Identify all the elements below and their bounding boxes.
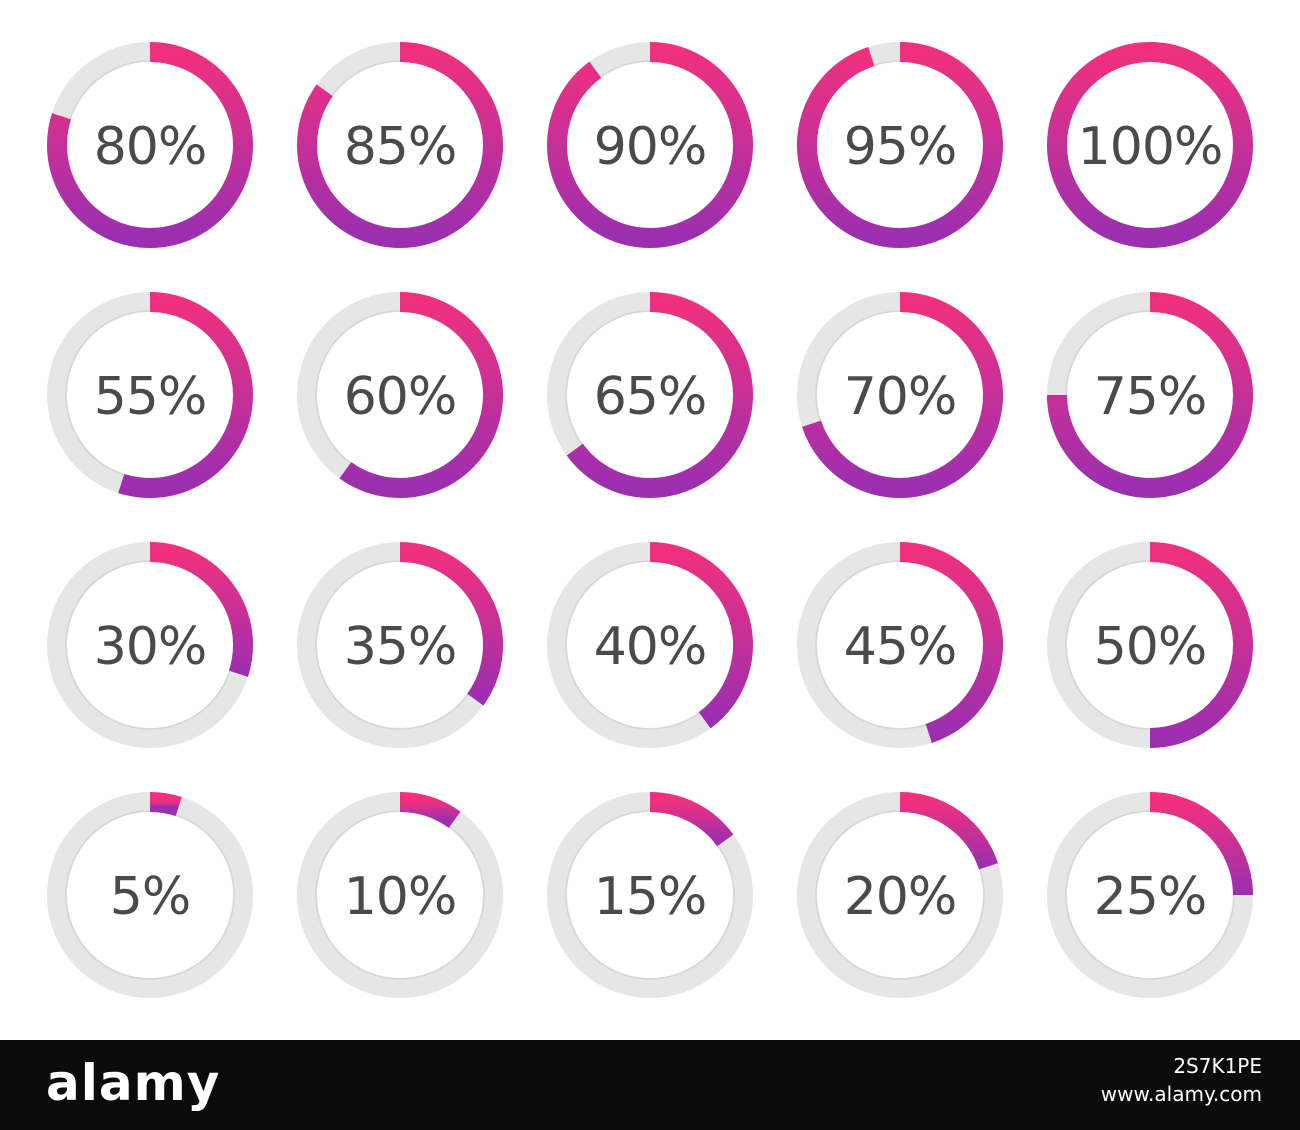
image-id: 2S7K1PE — [1173, 1054, 1262, 1078]
progress-ring-35: 35% — [297, 542, 503, 748]
progress-ring-45: 45% — [797, 542, 1003, 748]
progress-ring-80: 80% — [47, 42, 253, 248]
progress-ring-100: 100% — [1047, 42, 1253, 248]
ring-progress-arc — [899, 542, 1003, 743]
ring-progress-arc — [1047, 292, 1253, 498]
ring-percent-label: 25% — [1094, 867, 1207, 927]
progress-ring-10: 10% — [297, 792, 503, 998]
progress-ring-55: 55% — [47, 292, 253, 498]
ring-percent-label: 95% — [844, 117, 957, 177]
ring-percent-label: 70% — [844, 367, 957, 427]
alamy-logo: alamy — [46, 1054, 221, 1112]
ring-percent-label: 40% — [594, 617, 707, 677]
progress-ring-75: 75% — [1047, 292, 1253, 498]
ring-progress-arc — [399, 542, 503, 706]
ring-progress-arc — [47, 42, 253, 248]
progress-ring-15: 15% — [547, 792, 753, 998]
ring-progress-arc — [649, 792, 734, 847]
ring-percent-label: 50% — [1094, 617, 1207, 677]
ring-percent-label: 35% — [344, 617, 457, 677]
ring-percent-label: 10% — [344, 867, 457, 927]
ring-percent-label: 55% — [94, 367, 207, 427]
progress-ring-20: 20% — [797, 792, 1003, 998]
image-id-block: 2S7K1PE www.alamy.com — [1101, 1052, 1262, 1108]
ring-percent-label: 90% — [594, 117, 707, 177]
ring-percent-label: 30% — [94, 617, 207, 677]
ring-percent-label: 65% — [594, 367, 707, 427]
progress-ring-grid: 80% 85% 90% 95% 100% 55% 60% 65% 70% 75% 30% 35% 40%… — [47, 42, 1253, 998]
rings-svg: 80% 85% 90% 95% 100% 55% 60% 65% 70% 75% 30% 35% 40%… — [47, 42, 1253, 998]
ring-progress-arc — [1047, 42, 1253, 248]
ring-percent-label: 60% — [344, 367, 457, 427]
progress-ring-60: 60% — [297, 292, 503, 498]
ring-percent-label: 85% — [344, 117, 457, 177]
ring-progress-arc — [1149, 542, 1253, 748]
progress-ring-65: 65% — [547, 292, 753, 498]
progress-ring-30: 30% — [47, 542, 253, 748]
progress-ring-70: 70% — [797, 292, 1003, 498]
ring-progress-arc — [547, 42, 753, 248]
ring-percent-label: 15% — [594, 867, 707, 927]
ring-percent-label: 75% — [1094, 367, 1207, 427]
progress-ring-85: 85% — [297, 42, 503, 248]
progress-ring-50: 50% — [1047, 542, 1253, 748]
ring-progress-arc — [118, 292, 253, 498]
ring-progress-arc — [149, 542, 253, 677]
ring-progress-arc — [566, 292, 753, 498]
progress-ring-40: 40% — [547, 542, 753, 748]
ring-percent-label: 45% — [844, 617, 957, 677]
ring-progress-arc — [1149, 792, 1253, 896]
ring-progress-arc — [797, 42, 1003, 248]
ring-progress-arc — [399, 792, 461, 829]
progress-ring-95: 95% — [797, 42, 1003, 248]
ring-percent-label: 20% — [844, 867, 957, 927]
ring-inner-edge — [815, 810, 985, 980]
progress-ring-90: 90% — [547, 42, 753, 248]
ring-percent-label: 100% — [1078, 117, 1223, 177]
ring-percent-label: 5% — [110, 867, 191, 927]
site-url: www.alamy.com — [1100, 1082, 1262, 1106]
ring-progress-arc — [899, 792, 998, 870]
ring-progress-arc — [339, 292, 503, 498]
progress-ring-5: 5% — [47, 792, 253, 998]
ring-progress-arc — [802, 292, 1003, 498]
ring-progress-arc — [297, 42, 503, 248]
ring-inner-edge — [65, 810, 235, 980]
progress-ring-25: 25% — [1047, 792, 1253, 998]
ring-progress-arc — [149, 792, 182, 817]
watermark-bar: alamy 2S7K1PE www.alamy.com — [0, 1040, 1300, 1130]
ring-percent-label: 80% — [94, 117, 207, 177]
ring-progress-arc — [649, 542, 753, 729]
